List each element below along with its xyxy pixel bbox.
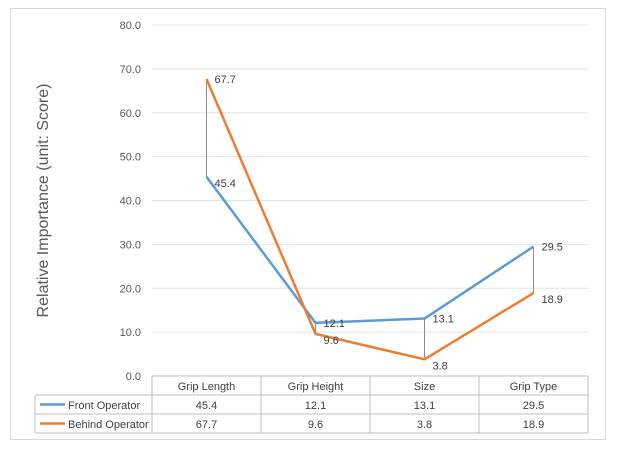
table-cell-value: 45.4 (196, 400, 217, 412)
table-cell-value: 12.1 (305, 400, 326, 412)
table-cell-value: 67.7 (196, 419, 217, 431)
series-behind-operator-line (205, 78, 535, 361)
data-label: 12.1 (324, 318, 345, 330)
y-tick-label: 80.0 (120, 20, 141, 32)
legend-label: Behind Operator (68, 419, 149, 431)
data-label: 45.4 (215, 178, 236, 190)
y-tick-label: 50.0 (120, 152, 141, 164)
series-front-operator-line (205, 176, 535, 325)
x-category-label: Size (414, 381, 435, 393)
y-axis-title: Relative Importance (unit: Score) (35, 84, 52, 318)
table-cell-value: 13.1 (414, 400, 435, 412)
table-cell-value: 3.8 (417, 419, 432, 431)
x-category-label: Grip Type (510, 381, 558, 393)
data-label: 3.8 (433, 360, 448, 372)
table-cell-value: 18.9 (523, 419, 544, 431)
y-tick-label: 10.0 (120, 327, 141, 339)
data-label: 13.1 (433, 314, 454, 326)
table-cell-value: 29.5 (523, 400, 544, 412)
y-tick-label: 30.0 (120, 239, 141, 251)
x-category-label: Grip Height (288, 381, 344, 393)
y-tick-label: 40.0 (120, 196, 141, 208)
chart-frame (10, 8, 606, 440)
y-tick-label: 70.0 (120, 64, 141, 76)
y-tick-label: 60.0 (120, 108, 141, 120)
data-label: 67.7 (215, 74, 236, 86)
data-label: 18.9 (542, 294, 563, 306)
y-tick-label: 0.0 (126, 371, 141, 383)
legend-label: Front Operator (68, 400, 140, 412)
x-category-label: Grip Length (178, 381, 235, 393)
data-label: 9.6 (324, 335, 339, 347)
data-label: 29.5 (542, 242, 563, 254)
y-tick-label: 20.0 (120, 283, 141, 295)
table-cell-value: 9.6 (308, 419, 323, 431)
